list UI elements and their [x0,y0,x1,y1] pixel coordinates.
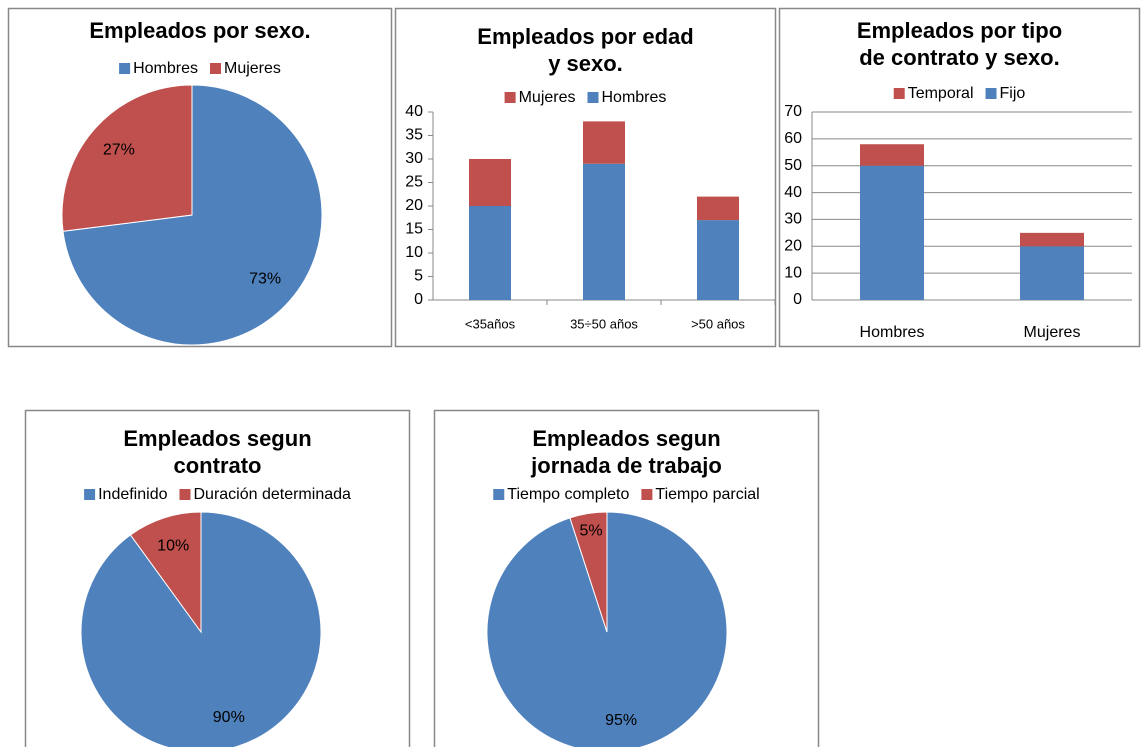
legend-swatch [641,489,653,500]
legend-swatch [179,489,191,500]
data-label: 5% [579,522,602,539]
y-tick-label: 30 [784,211,802,228]
y-tick-label: 10 [405,244,423,261]
legend-label: Hombres [602,89,667,106]
x-tick-label: Hombres [860,324,925,341]
chart-title: Empleados por tipo [857,18,1062,43]
y-tick-label: 15 [405,221,423,238]
chart-title: y sexo. [548,51,623,76]
y-tick-label: 0 [414,291,423,308]
chart-title: contrato [174,453,262,478]
y-tick-label: 35 [405,127,423,144]
x-tick-label: Mujeres [1024,324,1081,341]
x-tick-label: 35÷50 años [570,316,638,331]
bar-segment [1020,246,1084,300]
bar-segment [469,159,511,206]
y-tick-label: 10 [784,264,802,281]
legend-swatch [493,489,505,500]
y-tick-label: 40 [405,103,423,120]
y-tick-label: 40 [784,184,802,201]
bar-segment [469,206,511,300]
chart-title: Empleados segun [532,426,720,451]
x-tick-label: <35años [465,316,516,331]
y-tick-label: 50 [784,157,802,174]
y-tick-label: 70 [784,103,802,120]
y-tick-label: 30 [405,150,423,167]
chart-title: Empleados por sexo. [89,18,310,43]
legend-swatch [587,92,599,103]
y-tick-label: 20 [405,197,423,214]
legend-label: Temporal [908,85,974,102]
legend-label: Tiempo parcial [655,486,759,503]
bar-segment [1020,232,1084,247]
legend: Hombres Mujeres [119,60,281,77]
y-tick-label: 5 [414,268,423,285]
legend-swatch [985,88,997,99]
legend-swatch [210,63,221,74]
bar-segment [697,196,739,221]
legend-swatch [84,489,96,500]
legend-swatch [893,88,905,99]
x-tick-label: >50 años [691,316,745,331]
data-label: 10% [157,538,189,555]
y-tick-label: 0 [793,291,802,308]
pie-slice [61,84,193,232]
bar-segment [860,165,924,300]
data-label: 73% [249,271,281,288]
legend: Tiempo completo Tiempo parcial [493,486,760,503]
legend-label: Mujeres [224,60,281,77]
legend-label: Fijo [1000,85,1026,102]
chart-title: Empleados segun [123,426,311,451]
legend-label: Hombres [133,60,198,77]
legend: Temporal Fijo [893,85,1026,102]
legend-label: Duración determinada [193,486,351,503]
pie-slice [569,511,608,633]
legend-label: Mujeres [519,89,576,106]
legend-label: Indefinido [98,486,167,503]
data-label: 90% [213,709,245,726]
bar-segment [583,121,625,164]
legend-swatch [504,92,516,103]
legend: Indefinido Duración determinada [84,486,351,503]
legend-swatch [119,63,131,74]
chart-title: jornada de trabajo [530,453,722,478]
y-tick-label: 25 [405,174,423,191]
legend: Mujeres Hombres [504,89,667,106]
bar-segment [860,144,924,166]
data-label: 95% [605,712,637,729]
chart-title: Empleados por edad [477,24,693,49]
chart-title: de contrato y sexo. [859,45,1060,70]
data-label: 27% [103,142,135,159]
bar-segment [583,163,625,300]
y-tick-label: 60 [784,130,802,147]
pie-slice [129,511,202,634]
bar-segment [697,220,739,300]
legend-label: Tiempo completo [507,486,629,503]
y-tick-label: 20 [784,238,802,255]
